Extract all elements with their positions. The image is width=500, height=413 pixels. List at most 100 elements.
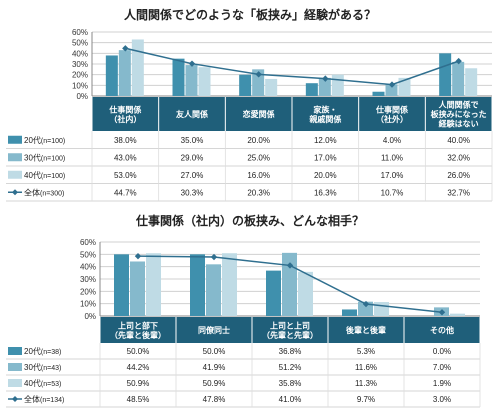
chart2-value-label: 50.9% bbox=[127, 379, 150, 388]
chart1-value-label: 20.0% bbox=[314, 171, 337, 180]
chart2-ytick-label: 0% bbox=[84, 312, 96, 321]
chart1-value-label: 4.0% bbox=[383, 136, 401, 145]
chart2-bar-40代-4 bbox=[450, 313, 465, 316]
chart1-bar-20代-4 bbox=[372, 91, 385, 96]
chart2-value-label: 3.0% bbox=[433, 395, 451, 404]
chart2-value-label: 5.3% bbox=[357, 347, 375, 356]
chart2-value-label: 7.0% bbox=[433, 363, 451, 372]
chart2-bar-40代-3 bbox=[374, 302, 389, 316]
chart2-svg: 0% 10% 20% 30% 40% 50% 60% 上司と部下（先輩と後輩） 同僚同士 上司と上… bbox=[6, 238, 481, 408]
chart1-bar-40代-0 bbox=[131, 39, 144, 96]
chart1-value-label: 17.0% bbox=[314, 153, 337, 162]
chart2-bar-30代-1 bbox=[206, 264, 221, 316]
chart2-ytick-label: 40% bbox=[80, 263, 96, 272]
chart2-total-point-3 bbox=[362, 300, 370, 308]
chart2-value-label: 48.5% bbox=[127, 395, 150, 404]
chart1-ytick-label: 0% bbox=[76, 92, 88, 101]
chart1-category-cell bbox=[92, 97, 159, 131]
chart1-category-label: 友人関係 bbox=[175, 109, 208, 119]
chart2-value-label: 44.2% bbox=[127, 363, 150, 372]
chart1-value-label: 16.3% bbox=[314, 188, 337, 197]
chart1-legend-key-marker bbox=[12, 189, 18, 196]
chart2-category-label: 後輩と後輩 bbox=[346, 325, 386, 335]
chart1-value-label: 16.0% bbox=[247, 171, 270, 180]
chart2-value-label: 0.0% bbox=[433, 347, 451, 356]
chart1-bar-30代-0 bbox=[118, 50, 131, 96]
chart2-total-point-0 bbox=[134, 252, 142, 260]
chart2-value-label: 1.9% bbox=[433, 379, 451, 388]
chart2-bar-20代-0 bbox=[114, 254, 129, 316]
chart1-total-point-5 bbox=[455, 57, 462, 65]
chart2-value-label: 47.8% bbox=[203, 395, 226, 404]
chart2-total-point-4 bbox=[438, 309, 446, 316]
chart1-category-label: 家族・親戚関係 bbox=[309, 104, 341, 124]
chart2-category-cell bbox=[328, 317, 404, 343]
chart1-category-label: 人間関係で板挟みになった経験はない bbox=[431, 100, 487, 129]
chart2-legend-label: 全体(n=134) bbox=[24, 394, 64, 404]
chart1-ytick-label: 60% bbox=[72, 28, 88, 37]
chart2-bar-30代-2 bbox=[282, 252, 297, 316]
chart2-bar-40代-0 bbox=[146, 253, 161, 316]
chart2-legend-key-marker bbox=[12, 396, 18, 402]
chart1-value-label: 17.0% bbox=[381, 171, 404, 180]
chart1-category-cell bbox=[425, 97, 492, 131]
chart1-total-point-1 bbox=[188, 60, 196, 67]
chart1-legend-label: 20代(n=100) bbox=[24, 135, 65, 145]
chart1-bar-40代-2 bbox=[265, 78, 278, 96]
chart2-ytick-label: 20% bbox=[80, 287, 96, 296]
chart2-category-cell bbox=[100, 317, 176, 343]
chart1-ytick-label: 50% bbox=[72, 39, 88, 48]
chart2-total-point-2 bbox=[286, 262, 294, 269]
chart1-value-label: 12.0% bbox=[314, 136, 337, 145]
chart2-legend-key-30代 bbox=[8, 363, 22, 371]
chart1-value-label: 40.0% bbox=[447, 136, 470, 145]
chart1-bar-30代-4 bbox=[385, 84, 398, 96]
chart2-ytick-label: 60% bbox=[80, 238, 96, 247]
chart2-value-label: 35.8% bbox=[279, 379, 302, 388]
chart1-value-label: 29.0% bbox=[181, 153, 204, 162]
chart2-bar-30代-0 bbox=[130, 261, 145, 316]
chart1-value-label: 43.0% bbox=[114, 153, 137, 162]
chart1-value-label: 11.0% bbox=[381, 153, 403, 162]
chart1-bar-20代-1 bbox=[172, 58, 185, 96]
chart1-bar-40代-4 bbox=[398, 77, 411, 96]
chart1-legend-key-40代 bbox=[8, 170, 22, 179]
chart2-title: 仕事関係（社内）の板挟み、どんな相手？ bbox=[135, 214, 364, 228]
chart1-bar-30代-2 bbox=[252, 69, 265, 96]
chart1-legend-key-20代 bbox=[8, 135, 22, 144]
chart1-category-cell bbox=[159, 97, 225, 131]
chart2-value-label: 50.0% bbox=[127, 347, 150, 356]
chart1-total-point-2 bbox=[255, 71, 262, 78]
chart1-value-label: 20.0% bbox=[247, 136, 270, 145]
chart1-value-label: 10.7% bbox=[381, 188, 404, 197]
chart2-legend-label: 20代(n=38) bbox=[24, 346, 61, 356]
chart2-category-cell bbox=[252, 317, 328, 343]
chart2-category-label: その他 bbox=[430, 325, 454, 335]
chart1-category-label: 仕事関係（社外） bbox=[375, 104, 408, 124]
chart1-category-cell bbox=[292, 97, 359, 131]
chart1-bar-40代-5 bbox=[465, 68, 478, 96]
chart1-category-cell bbox=[359, 97, 425, 131]
chart1-value-label: 38.0% bbox=[114, 136, 137, 145]
chart2-total-point-1 bbox=[210, 253, 218, 261]
chart1-total-point-4 bbox=[388, 81, 396, 88]
chart1-svg: 0% 10%20% 30% 40%50% 60% 仕事関係（社内） 友人関係 恋愛関係 家族・親… bbox=[6, 28, 493, 202]
chart1-value-label: 44.7% bbox=[114, 188, 137, 197]
chart1-bar-40代-1 bbox=[198, 67, 211, 96]
chart1-legend-label: 40代(n=100) bbox=[24, 170, 65, 180]
chart2-value-label: 51.2% bbox=[279, 363, 302, 372]
chart1-value-label: 35.0% bbox=[181, 136, 204, 145]
chart2-legend-key-20代 bbox=[8, 347, 22, 355]
chart1-category-label: 恋愛関係 bbox=[243, 109, 275, 119]
chart1-legend-key-30代 bbox=[8, 153, 22, 162]
chart2-category-label: 同僚同士 bbox=[198, 325, 230, 335]
chart2-ytick-label: 10% bbox=[80, 300, 96, 309]
chart2-value-label: 41.0% bbox=[279, 395, 302, 404]
chart2-bar-30代-3 bbox=[358, 301, 373, 316]
chart1-title: 人間関係でどのような「板挟み」経験がある？ bbox=[123, 8, 376, 22]
chart2-bar-20代-2 bbox=[266, 270, 281, 316]
chart2-value-label: 50.9% bbox=[203, 379, 226, 388]
chart1-value-label: 26.0% bbox=[447, 171, 470, 180]
chart2-bar-40代-2 bbox=[298, 271, 313, 316]
chart1-total-point-3 bbox=[322, 75, 329, 82]
